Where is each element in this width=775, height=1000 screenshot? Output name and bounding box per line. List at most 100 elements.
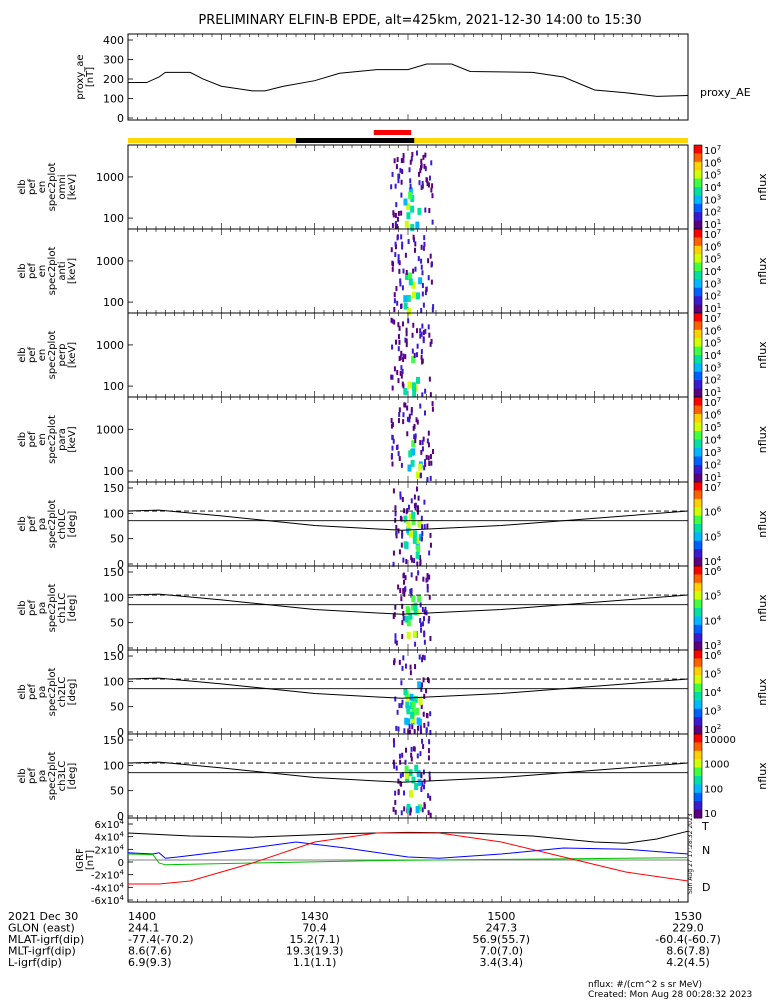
flux-cell	[423, 241, 426, 247]
y-tick-label: 100	[103, 675, 124, 688]
colorbar-step	[694, 195, 702, 201]
flux-cell	[402, 655, 405, 661]
flux-cell	[395, 445, 398, 451]
flux-cell	[415, 471, 420, 479]
flux-cell	[400, 373, 403, 379]
flux-cell	[391, 374, 394, 380]
flux-cell	[402, 153, 405, 159]
colorbar-step	[694, 203, 702, 209]
footer-cell: 3.4(3.4)	[480, 956, 524, 969]
colorbar-step	[694, 439, 702, 445]
flux-cell	[411, 448, 416, 456]
flux-cell	[411, 332, 414, 338]
flux-cell	[393, 366, 396, 372]
flux-cell	[420, 185, 423, 191]
colorbar-step	[694, 620, 702, 626]
colorbar-tick-label: 106	[704, 156, 722, 169]
colorbar-step	[694, 153, 702, 159]
flux-cell	[416, 561, 419, 567]
colorbar-step	[694, 296, 702, 301]
y-axis-title: elb pef pa spec2plot ch2LC [deg]	[17, 668, 78, 717]
flux-cell	[427, 275, 430, 281]
colorbar-step	[694, 540, 702, 546]
y-tick-label: 150	[103, 566, 124, 579]
flux-cell	[409, 159, 412, 165]
y-tick-label: 0	[117, 726, 124, 739]
colorbar-step	[694, 325, 702, 331]
y-title-line: elb	[17, 263, 28, 278]
flux-cell	[419, 559, 422, 565]
colorbar-step	[694, 549, 702, 554]
flux-cell	[406, 631, 411, 639]
flux-cell	[428, 771, 431, 777]
y-tick-label: 1000	[96, 255, 124, 268]
flux-cell	[419, 440, 422, 446]
y-title-line: [keV]	[67, 258, 78, 284]
y-tick-label: 100	[103, 465, 124, 478]
colorbar-step	[694, 734, 702, 739]
flux-cell	[399, 167, 402, 173]
colorbar-step	[694, 801, 702, 806]
flux-cell	[411, 603, 416, 611]
flux-cell	[403, 688, 408, 696]
flux-cell	[420, 258, 423, 264]
spectrogram-blob	[390, 234, 435, 316]
flux-cell	[427, 721, 430, 727]
flux-cell	[399, 355, 402, 361]
flux-cell	[406, 431, 409, 437]
flux-cell	[432, 304, 435, 310]
colorbar-step	[694, 371, 702, 377]
colorbar-step	[694, 245, 702, 251]
y-tick-label: -6x104	[91, 894, 125, 907]
flux-cell	[411, 348, 414, 354]
flux-cell	[394, 339, 397, 345]
flux-cell	[427, 755, 430, 761]
colorbar-step	[694, 384, 702, 390]
flux-cell	[404, 765, 409, 773]
flux-cell	[425, 454, 428, 460]
colorbar-step	[694, 182, 702, 188]
flux-cell	[417, 207, 422, 215]
flux-cell	[404, 402, 407, 408]
flux-cell	[419, 751, 422, 757]
colorbar-step	[694, 482, 702, 487]
colorbar-tick-label: 107	[704, 228, 721, 241]
colorbar-step	[694, 553, 702, 559]
flux-cell	[392, 210, 395, 216]
colorbar-step	[694, 191, 702, 196]
flux-cell	[417, 495, 420, 501]
colorbar-step	[694, 208, 702, 213]
flux-cell	[430, 279, 433, 285]
colorbar-step	[694, 725, 702, 731]
flux-cell	[404, 575, 407, 581]
colorbar-step	[694, 258, 702, 264]
flux-cell	[410, 555, 413, 561]
flux-cell	[400, 703, 403, 709]
flux-cell	[411, 355, 416, 363]
flux-cell	[421, 440, 424, 446]
flux-cell	[420, 449, 423, 455]
colorbar-step	[694, 570, 702, 575]
footer-cell: 1400	[128, 910, 156, 923]
flux-cell	[404, 337, 407, 343]
flux-cell	[420, 627, 423, 633]
flux-cell	[402, 412, 405, 418]
flux-cell	[406, 294, 411, 302]
flux-cell	[394, 790, 397, 796]
flux-cell	[409, 807, 412, 813]
colorbar-step	[694, 174, 702, 180]
colorbar-step	[694, 599, 702, 605]
flux-cell	[412, 536, 417, 544]
flux-cell	[430, 187, 433, 193]
flux-cell	[400, 192, 403, 198]
flux-cell	[421, 180, 424, 186]
panel-para: elb pef en spec2plot para [keV] 10001001071061…	[17, 396, 769, 484]
flux-cell	[423, 163, 426, 169]
flux-cell	[410, 195, 415, 203]
flux-cell	[406, 202, 411, 210]
colorbar-step	[694, 629, 702, 634]
colorbar-step	[694, 187, 702, 192]
y-axis-title: elb pef pa spec2plot ch0LC [deg]	[17, 500, 78, 549]
colorbar-tick-label: 107	[704, 481, 721, 494]
flux-cell	[400, 680, 403, 686]
